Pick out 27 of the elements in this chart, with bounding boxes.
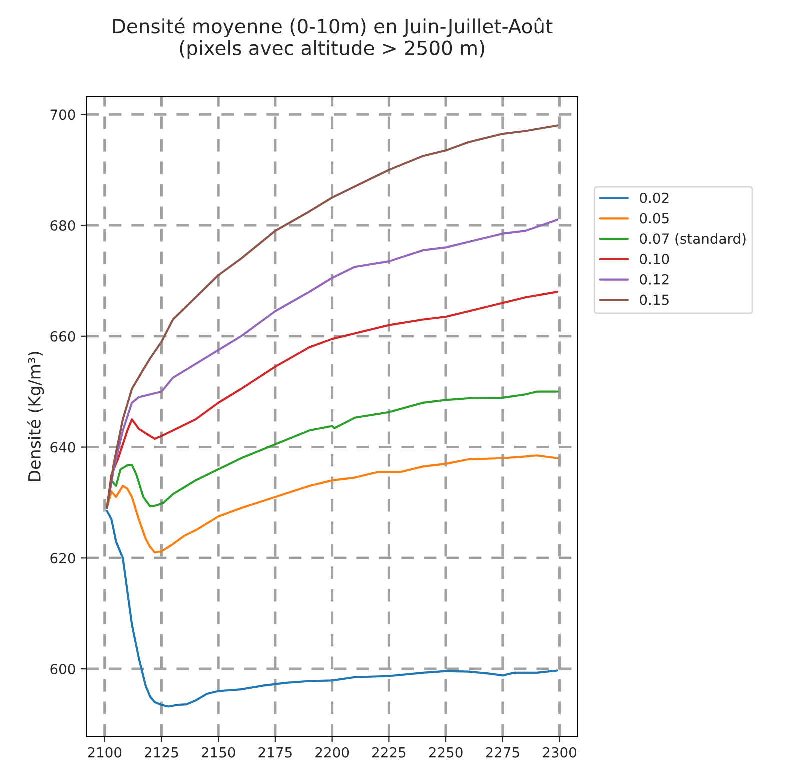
line-series	[106, 454, 559, 554]
y-tick-label: 640	[50, 442, 76, 453]
y-tick-label: 600	[50, 664, 76, 675]
legend-label: 0.02	[640, 192, 669, 204]
line-series	[106, 218, 559, 510]
y-axis-title: Densité (Kg/m³)	[27, 352, 44, 482]
line-series	[106, 510, 559, 708]
x-tick-label: 2275	[486, 747, 520, 758]
x-tick-label: 2200	[316, 747, 350, 758]
y-tick-label: 680	[50, 220, 76, 231]
y-tick-label: 620	[50, 553, 76, 564]
x-tick-label: 2250	[429, 747, 463, 758]
y-tick-label: 660	[50, 331, 76, 342]
y-tick-label: 700	[50, 110, 76, 120]
legend-label: 0.12	[640, 274, 669, 285]
legend-label: 0.10	[640, 254, 670, 264]
x-tick-label: 2100	[88, 747, 122, 758]
x-tick-label: 2125	[145, 747, 178, 758]
line-series	[106, 124, 559, 510]
legend-label: 0.05	[640, 213, 669, 224]
x-tick-label: 2225	[372, 747, 406, 758]
legend-label: 0.15	[640, 294, 669, 306]
x-tick-label: 2175	[258, 747, 292, 758]
legend-label: 0.07 (standard)	[640, 233, 746, 246]
x-tick-label: 2150	[202, 747, 236, 758]
x-tick-label: 2300	[543, 747, 577, 758]
chart-title: Densité moyenne (0-10m) en Juin-Juillet-Août (pixels avec altitude > 2500 m)	[113, 18, 553, 60]
